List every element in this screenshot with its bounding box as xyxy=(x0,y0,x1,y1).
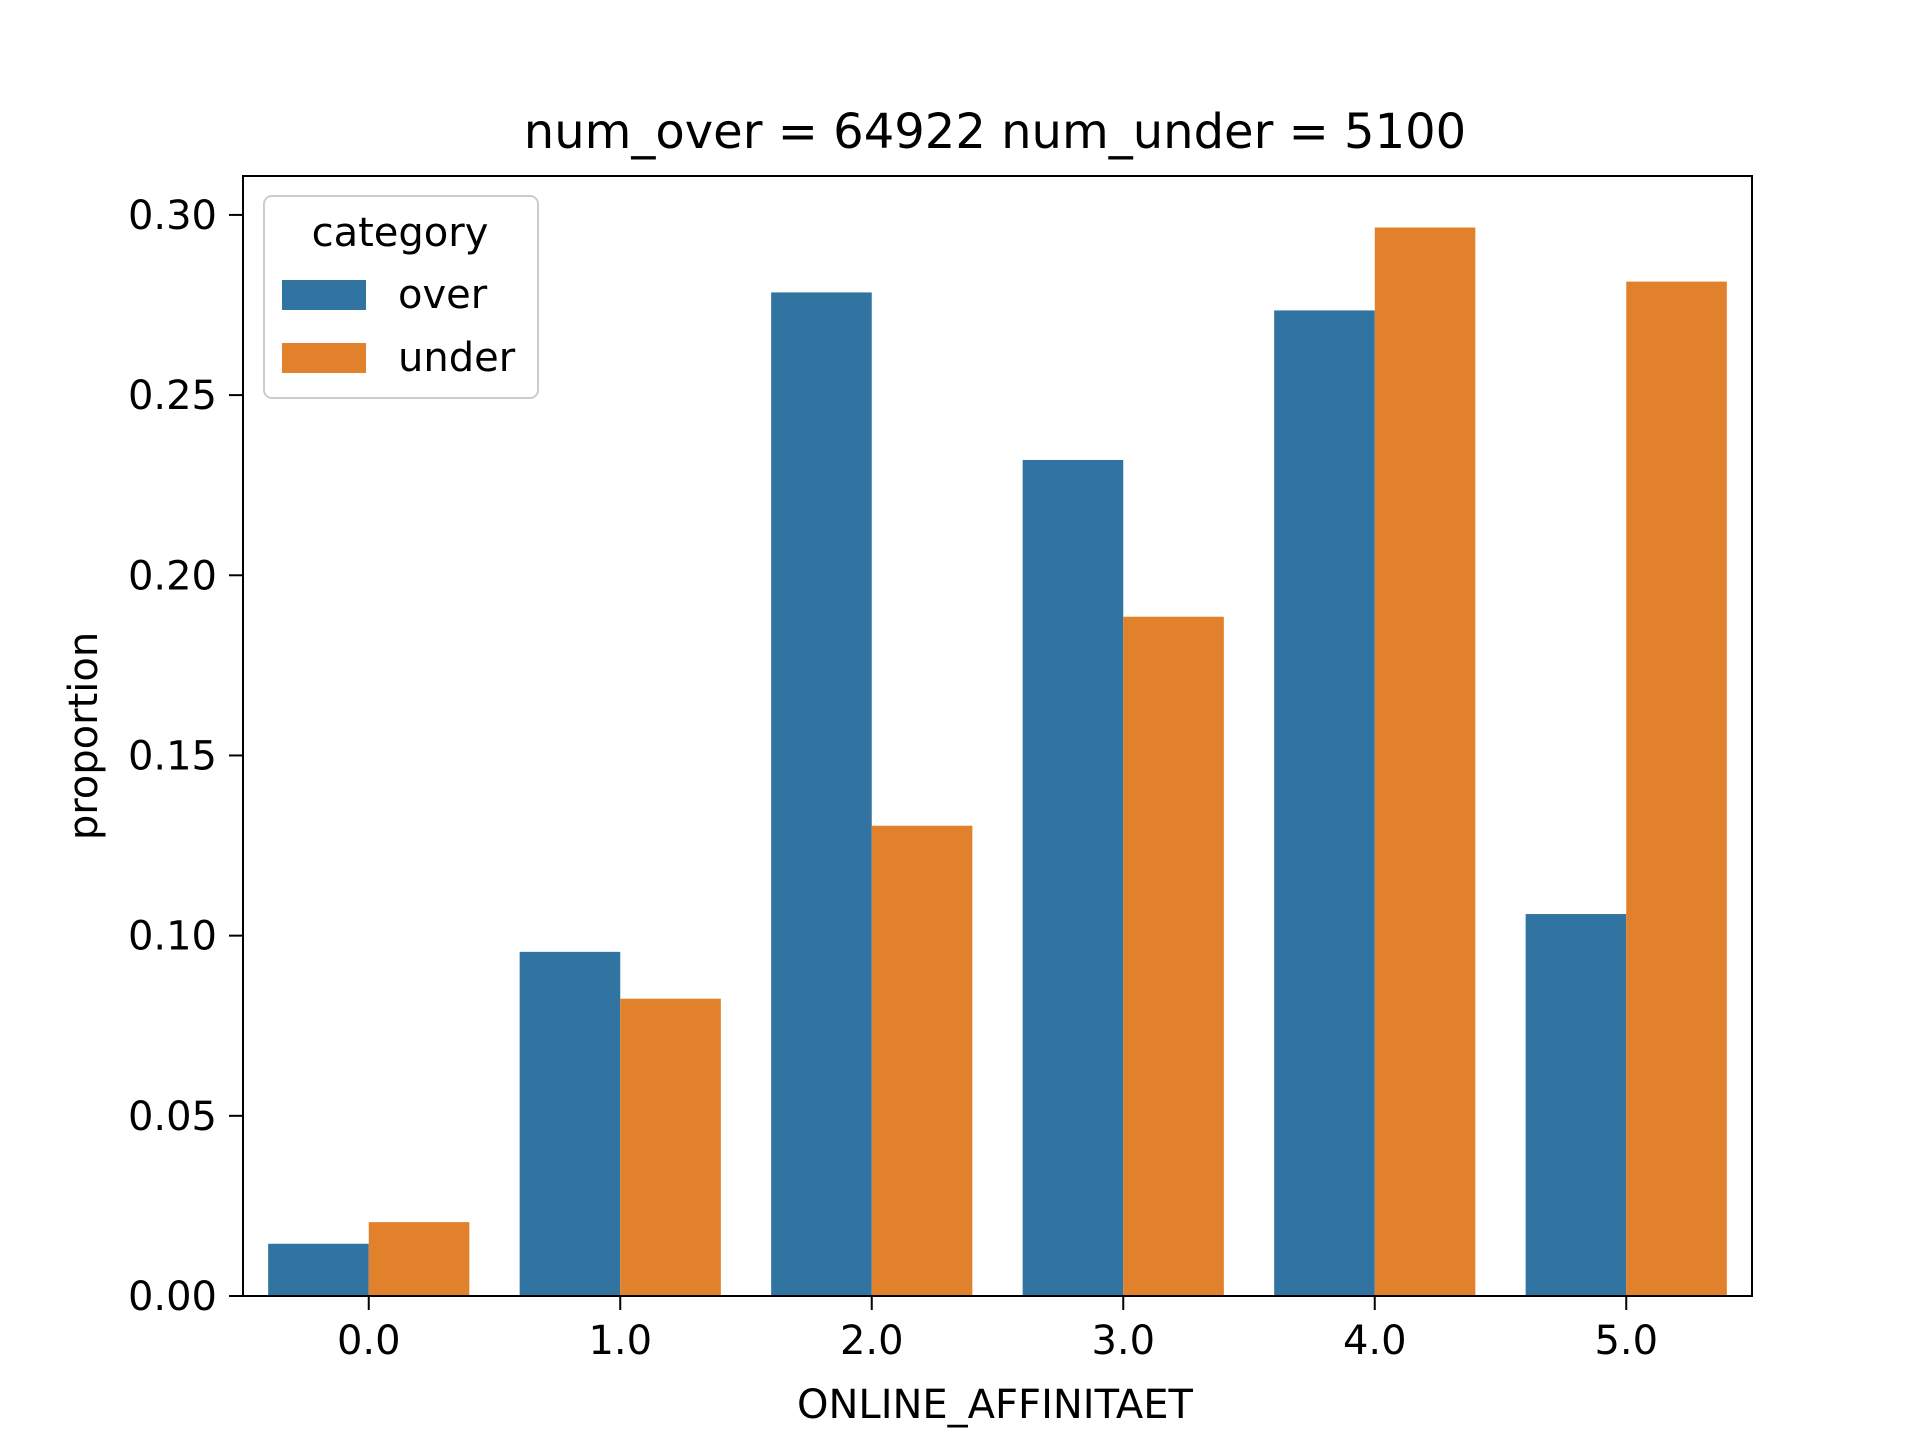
bar-under-4.0 xyxy=(1374,227,1476,1296)
y-tick-label: 0.10 xyxy=(128,914,217,960)
y-axis-label: proportion xyxy=(61,632,107,840)
bar-under-3.0 xyxy=(1123,616,1224,1296)
y-axis: 0.00 0.05 0.10 0.15 0.20 0.25 0.30 xyxy=(128,193,243,1320)
chart-title: num_over = 64922 num_under = 5100 xyxy=(524,104,1466,160)
plot-frame xyxy=(242,175,1753,1297)
x-tick-label: 3.0 xyxy=(1091,1318,1155,1364)
y-tick-label: 0.20 xyxy=(128,553,217,599)
legend-label-over: over xyxy=(398,272,488,318)
legend-label-under: under xyxy=(398,335,516,381)
y-tick-label: 0.05 xyxy=(128,1094,217,1140)
x-tick-label: 1.0 xyxy=(588,1318,652,1364)
y-tick-label: 0.00 xyxy=(128,1274,217,1320)
bar-over-5.0 xyxy=(1525,914,1627,1296)
legend-swatch-under xyxy=(282,343,366,373)
y-tick-label: 0.15 xyxy=(128,733,217,779)
bar-under-5.0 xyxy=(1626,281,1727,1297)
bar-under-0.0 xyxy=(368,1222,470,1296)
bar-under-1.0 xyxy=(620,998,721,1296)
x-axis: 0.0 1.0 2.0 3.0 4.0 5.0 xyxy=(337,1296,1658,1364)
bar-over-4.0 xyxy=(1274,310,1375,1296)
legend-swatch-over xyxy=(282,280,366,310)
x-tick-label: 4.0 xyxy=(1343,1318,1407,1364)
x-tick-label: 5.0 xyxy=(1594,1318,1658,1364)
bars-group xyxy=(268,227,1727,1297)
bar-over-2.0 xyxy=(771,292,872,1296)
bar-over-0.0 xyxy=(268,1243,369,1296)
bar-under-2.0 xyxy=(871,825,973,1296)
bar-over-3.0 xyxy=(1022,459,1124,1297)
x-axis-label: ONLINE_AFFINITAET xyxy=(797,1382,1194,1428)
bar-over-1.0 xyxy=(519,951,621,1296)
legend-title: category xyxy=(312,210,489,256)
legend: category over under xyxy=(263,195,539,399)
x-tick-label: 2.0 xyxy=(840,1318,904,1364)
y-tick-label: 0.30 xyxy=(128,193,217,239)
y-tick-label: 0.25 xyxy=(128,373,217,419)
x-tick-label: 0.0 xyxy=(337,1318,401,1364)
